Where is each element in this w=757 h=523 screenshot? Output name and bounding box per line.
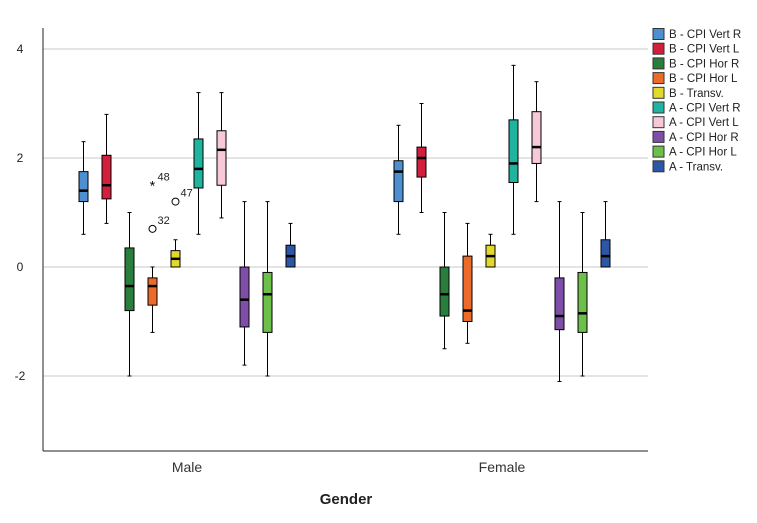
box-b-cpi-hor-r-female [439, 212, 450, 350]
y-tick-label: 2 [17, 151, 24, 165]
outlier-label: 47 [181, 188, 193, 200]
box-iqr [239, 266, 250, 328]
box-b-cpi-hor-l-female [462, 222, 473, 344]
legend-swatch [652, 28, 665, 40]
box-b-cpi-vert-l-male [101, 113, 112, 224]
legend-swatch [652, 57, 665, 70]
box-iqr [600, 239, 611, 268]
legend-item: A - Transv. [652, 160, 723, 173]
legend-swatch [652, 72, 665, 85]
box-b-cpi-vert-l-female [416, 103, 427, 213]
legend-item: A - CPI Hor L [652, 145, 737, 159]
outlier-circle [171, 197, 180, 206]
x-axis-label: Gender [320, 491, 373, 508]
box-iqr [439, 266, 450, 317]
box-iqr [216, 130, 227, 186]
legend-item: A - CPI Vert R [652, 101, 741, 115]
box-iqr [101, 154, 112, 200]
box-b-transv--male [170, 239, 181, 268]
legend-item: B - CPI Hor L [652, 72, 738, 85]
box-b-cpi-vert-r-female [393, 124, 404, 235]
legend-label: A - Transv. [669, 161, 723, 173]
legend-item: A - CPI Hor R [652, 130, 739, 144]
box-a-transv--female [600, 201, 611, 268]
legend-item: B - CPI Vert L [652, 42, 740, 56]
box-b-cpi-vert-r-male [78, 141, 89, 235]
legend-label: B - CPI Hor L [669, 73, 738, 85]
outlier-label: 32 [158, 215, 170, 227]
box-iqr [393, 160, 404, 203]
box-iqr [416, 146, 427, 178]
box-a-cpi-hor-r-male [239, 201, 250, 366]
box-iqr [554, 277, 565, 331]
x-tick-label: Male [172, 459, 203, 475]
legend-swatch [652, 116, 665, 129]
box-iqr [193, 138, 204, 189]
box-iqr [462, 255, 473, 323]
box-a-cpi-hor-r-female [554, 201, 565, 382]
legend-label: A - CPI Hor R [669, 132, 739, 144]
legend-swatch [652, 86, 665, 99]
box-b-cpi-hor-r-male [124, 212, 135, 377]
legend-item: B - CPI Hor R [652, 57, 739, 70]
outlier-label: 48 [158, 171, 170, 183]
box-a-cpi-vert-l-male [216, 92, 227, 219]
box-iqr [78, 171, 89, 203]
legend-label: A - CPI Vert R [669, 103, 741, 115]
box-iqr [124, 247, 135, 312]
box-iqr [147, 277, 158, 306]
x-tick-label: Female [479, 459, 526, 475]
legend-swatch [652, 160, 665, 173]
legend-label: B - CPI Vert L [669, 44, 740, 56]
legend-swatch [652, 145, 665, 158]
box-a-transv--male [285, 222, 296, 268]
legend-swatch [652, 130, 665, 143]
outlier-star: * [150, 177, 156, 193]
box-a-cpi-vert-r-male [193, 92, 204, 235]
box-iqr [262, 271, 273, 333]
box-iqr [577, 271, 588, 333]
box-iqr [531, 111, 542, 164]
legend-label: A - CPI Hor L [669, 147, 737, 159]
legend-label: B - CPI Hor R [669, 58, 739, 70]
box-b-transv--female [485, 233, 496, 268]
box-a-cpi-hor-l-female [577, 212, 588, 377]
box-iqr [508, 119, 519, 184]
box-a-cpi-vert-r-female [508, 64, 519, 235]
legend-swatch [652, 101, 665, 114]
legend-swatch [652, 42, 665, 55]
box-a-cpi-vert-l-female [531, 81, 542, 203]
legend-item: A - CPI Vert L [652, 116, 739, 129]
legend-item: B - Transv. [652, 86, 724, 100]
y-tick-label: -2 [15, 369, 26, 383]
outlier-circle [148, 224, 157, 233]
legend-label: B - CPI Vert R [669, 29, 741, 41]
y-tick-label: 4 [17, 42, 24, 56]
box-b-cpi-hor-l-male [147, 266, 158, 333]
legend-label: B - Transv. [669, 88, 724, 100]
legend-item: B - CPI Vert R [652, 28, 741, 41]
box-a-cpi-hor-l-male [262, 201, 273, 377]
y-tick-label: 0 [17, 260, 24, 274]
legend-label: A - CPI Vert L [669, 117, 739, 129]
